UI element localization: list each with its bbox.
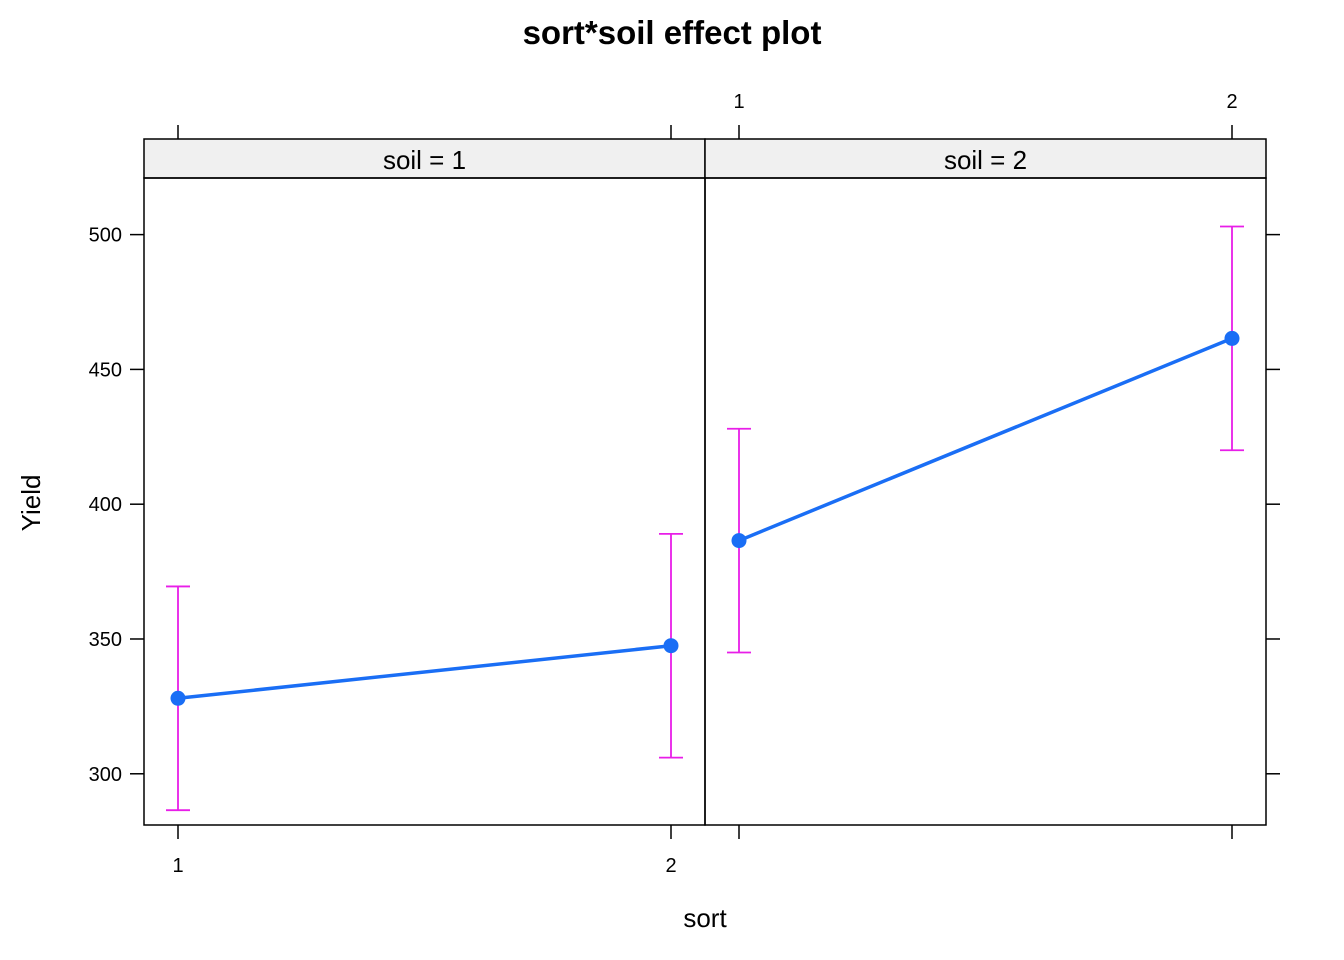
effect-point xyxy=(731,533,747,549)
panel-frame xyxy=(143,177,706,826)
y-tick-label: 400 xyxy=(89,494,122,516)
effect-point xyxy=(170,690,186,706)
x-tick-label: 2 xyxy=(1226,91,1237,113)
y-tick-label: 300 xyxy=(89,764,122,786)
panel-strip xyxy=(143,138,706,179)
x-tick-label: 2 xyxy=(665,855,676,877)
x-tick-label: 1 xyxy=(172,855,183,877)
panel-strip xyxy=(704,138,1267,179)
y-axis-label: Yield xyxy=(16,475,46,532)
y-tick-label: 450 xyxy=(89,359,122,381)
panel-1: soil = 1 1 2 300 350 400 450 500 xyxy=(89,125,706,877)
x-axis-label: sort xyxy=(683,903,727,933)
y-tick-label: 500 xyxy=(89,225,122,247)
y-tick-label: 350 xyxy=(89,629,122,651)
panel-frame xyxy=(704,177,1267,826)
panel-strip-label: soil = 1 xyxy=(383,145,466,175)
effect-line xyxy=(738,336,1233,543)
chart-title: sort*soil effect plot xyxy=(523,14,822,51)
effect-point xyxy=(663,638,679,654)
x-tick-label: 1 xyxy=(733,91,744,113)
effect-line xyxy=(177,643,672,701)
effect-point xyxy=(1224,330,1240,346)
panel-2: soil = 2 1 2 xyxy=(704,91,1280,839)
panels: soil = 1 1 2 300 350 400 450 500 soil = 2 1 2 xyxy=(89,91,1280,877)
panel-strip-label: soil = 2 xyxy=(944,145,1027,175)
